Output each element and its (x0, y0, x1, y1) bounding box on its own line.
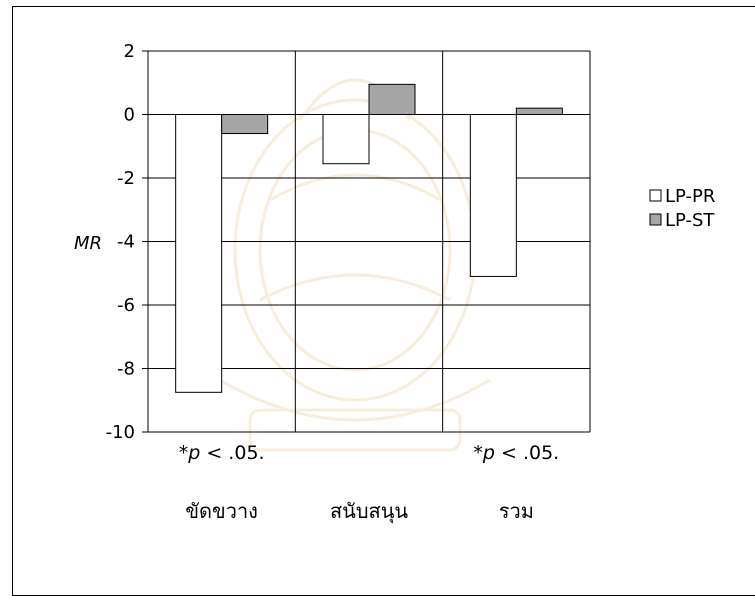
bar-lp-pr (322, 114, 370, 165)
bar-lp-pr (175, 114, 223, 393)
significance-note: *p < .05. (473, 442, 559, 464)
y-axis-label: MR (74, 233, 102, 254)
y-tick-label: -8 (117, 359, 135, 380)
y-tick-label: 2 (124, 41, 135, 62)
x-axis-categories: ขัดขวาง สนับสนุน รวม (185, 499, 534, 524)
significance-note: *p < .05. (179, 442, 265, 464)
category-label: ขัดขวาง (185, 499, 258, 523)
y-tick-label: 0 (124, 105, 135, 126)
legend-label: LP-PR (665, 186, 715, 207)
legend: LP-PR LP-ST (649, 186, 715, 231)
category-label: สนับสนุน (330, 499, 408, 524)
legend-swatch (649, 189, 662, 202)
y-tick-label: -4 (117, 232, 135, 253)
legend-label: LP-ST (665, 210, 715, 231)
y-tick-label: -10 (106, 422, 135, 443)
bar-lp-st (221, 114, 269, 135)
y-axis-ticks: 2 0 -2 -4 -6 -8 -10 (106, 41, 148, 443)
bar-lp-pr (469, 114, 517, 277)
y-tick-label: -2 (117, 168, 135, 189)
category-label: รวม (499, 499, 534, 523)
legend-swatch (649, 213, 662, 226)
bar-lp-st (515, 107, 563, 116)
bar-lp-st (368, 83, 416, 116)
significance-notes: *p < .05. *p < .05. (179, 442, 559, 464)
y-tick-label: -6 (117, 295, 135, 316)
bar-chart: 2 0 -2 -4 -6 -8 -10 ขัดขวาง สนับสนุน รวม *p < .0… (74, 41, 715, 524)
bars (175, 83, 563, 393)
